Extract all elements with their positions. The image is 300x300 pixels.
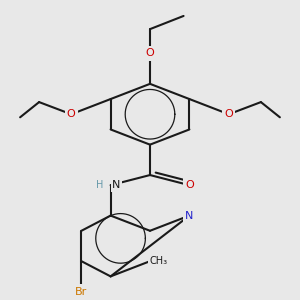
Text: O: O xyxy=(224,109,233,119)
Text: H: H xyxy=(96,180,103,190)
Text: N: N xyxy=(112,180,120,190)
Text: CH₃: CH₃ xyxy=(150,256,168,266)
Text: O: O xyxy=(185,180,194,190)
Text: O: O xyxy=(146,48,154,59)
Text: Br: Br xyxy=(75,286,88,297)
Text: N: N xyxy=(185,211,194,220)
Text: O: O xyxy=(67,109,76,119)
